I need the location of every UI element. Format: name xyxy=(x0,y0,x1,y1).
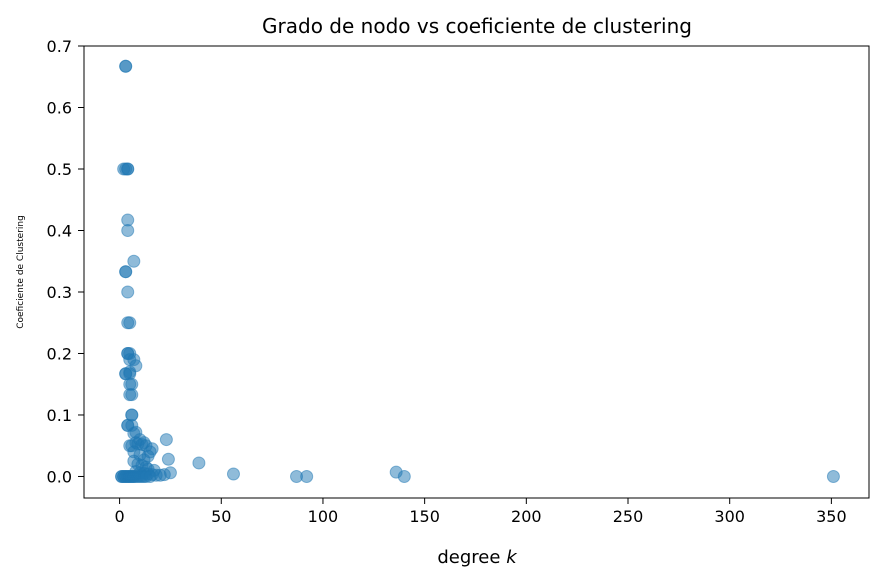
y-tick-label: 0.7 xyxy=(47,37,72,56)
x-axis-label-text: degree xyxy=(437,547,506,568)
data-point xyxy=(397,469,411,483)
data-points xyxy=(115,59,840,483)
data-point xyxy=(143,469,157,483)
plot-frame xyxy=(83,45,870,499)
y-tick-label: 0.6 xyxy=(47,98,72,117)
x-tick-label: 250 xyxy=(613,507,644,526)
x-tick-label: 50 xyxy=(211,507,231,526)
data-point xyxy=(119,59,133,73)
y-tick-label: 0.2 xyxy=(47,344,72,363)
data-point xyxy=(300,469,314,483)
data-point xyxy=(127,254,141,268)
y-tick-label: 0.5 xyxy=(47,160,72,179)
data-point xyxy=(121,223,135,237)
data-point xyxy=(161,452,175,466)
x-tick-label: 200 xyxy=(511,507,542,526)
chart-title: Grado de nodo vs coeficiente de clusteri… xyxy=(262,14,692,38)
data-point xyxy=(119,265,133,279)
x-tick-label: 100 xyxy=(308,507,339,526)
x-tick-label: 150 xyxy=(409,507,440,526)
data-point xyxy=(121,316,135,330)
data-point xyxy=(159,433,173,447)
x-axis: 0 50 100 150 200 250 300 350 xyxy=(114,498,847,526)
data-point xyxy=(121,162,135,176)
y-axis: 0.0 0.1 0.2 0.3 0.4 0.5 0.6 0.7 xyxy=(47,37,84,486)
data-point xyxy=(826,469,840,483)
data-point xyxy=(121,285,135,299)
x-tick-label: 350 xyxy=(816,507,847,526)
data-point xyxy=(163,466,177,480)
x-tick-label: 0 xyxy=(114,507,124,526)
x-tick-label: 300 xyxy=(714,507,745,526)
data-point xyxy=(123,388,137,402)
y-tick-label: 0.4 xyxy=(47,221,72,240)
y-tick-label: 0.3 xyxy=(47,283,72,302)
x-axis-label-variable: k xyxy=(506,547,518,568)
data-point xyxy=(192,456,206,470)
y-axis-label: Coeficiente de Clustering xyxy=(16,215,26,329)
x-axis-label: degree k xyxy=(437,547,518,568)
y-tick-label: 0.0 xyxy=(47,467,72,486)
data-point xyxy=(226,467,240,481)
y-tick-label: 0.1 xyxy=(47,406,72,425)
